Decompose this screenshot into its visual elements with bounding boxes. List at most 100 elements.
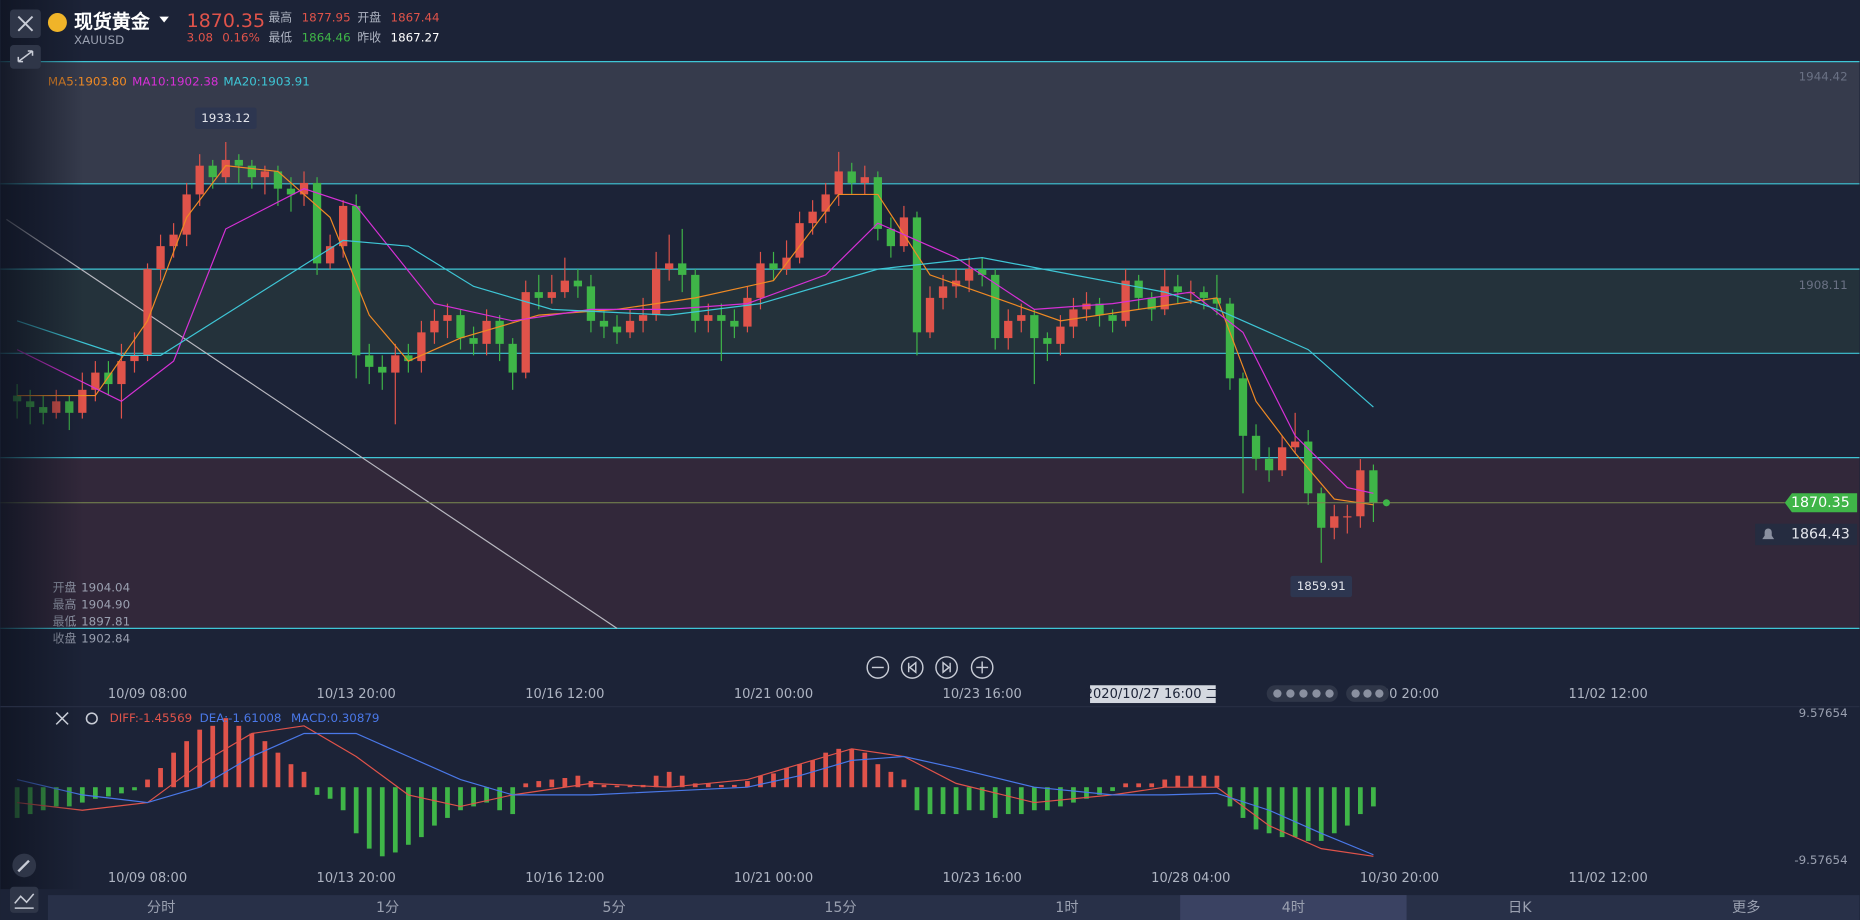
left-fade [0, 0, 84, 890]
candle-body [743, 297, 752, 327]
macd-bar [106, 787, 111, 797]
ma-legend: MA20:1903.91 [223, 74, 309, 88]
candle-body [912, 217, 922, 333]
macd-bar [901, 779, 907, 788]
bell-icon [1762, 528, 1775, 540]
x-tick-label: 10/23 16:00 [943, 687, 1022, 702]
trend-line-drawing [6, 218, 618, 629]
candle-body [208, 165, 217, 178]
candle-body [221, 159, 230, 178]
candle-body [586, 286, 596, 321]
macd-bar [158, 768, 163, 788]
tab[interactable]: 15分 [824, 899, 856, 916]
info-value: 1904.90 [81, 597, 130, 611]
macd-bar [1305, 787, 1311, 841]
macd-bar [197, 729, 203, 788]
macd-bar [679, 775, 685, 788]
candle-body [1291, 441, 1300, 448]
macd-bar [484, 787, 489, 803]
candle-body [808, 211, 817, 224]
stat-label: 开盘 [357, 10, 381, 24]
macd-bar [1175, 775, 1181, 788]
zoom-in[interactable] [970, 656, 994, 679]
candle-body [1238, 378, 1248, 436]
info-value: 1902.84 [81, 631, 130, 645]
candle-body [534, 292, 543, 298]
x-tick-label: 10/16 12:00 [525, 687, 604, 702]
candle-body [1134, 280, 1143, 298]
dropdown-arrow[interactable] [159, 16, 169, 23]
step-forward[interactable] [935, 656, 958, 679]
macd-close[interactable] [55, 711, 69, 725]
extreme-box [194, 107, 257, 129]
macd-bar [1005, 787, 1011, 815]
candle-body [365, 355, 374, 367]
macd-bar [1357, 787, 1363, 815]
tab-selected [1180, 895, 1407, 920]
macd-bar [914, 787, 920, 811]
candle-body [1173, 286, 1182, 293]
x-tick-label: 10/09 08:00 [108, 687, 187, 702]
macd-bar [771, 773, 776, 788]
candle-body [1317, 493, 1326, 528]
candle-body [860, 177, 869, 183]
step-back[interactable] [900, 656, 924, 679]
info-value: 1904.04 [81, 581, 130, 595]
tab[interactable]: 更多 [1732, 899, 1760, 916]
macd-bar [888, 771, 894, 788]
macd-bar [1071, 787, 1076, 803]
macd-bar [1279, 787, 1285, 838]
last-price-label: 1870.35 [1791, 495, 1850, 511]
macd-line [16, 732, 1374, 856]
macd-settings[interactable] [85, 712, 98, 725]
instrument-name[interactable]: 现货黄金 [74, 10, 151, 33]
candle-body [599, 320, 609, 327]
candle-body [273, 171, 283, 189]
macd-bar [445, 787, 450, 818]
extreme-label: 1859.91 [1297, 579, 1346, 593]
candle-body [325, 246, 335, 264]
macd-bar [784, 768, 789, 788]
macd-bar [405, 787, 411, 845]
candle-body [1225, 303, 1235, 379]
macd-bar [301, 771, 307, 788]
tab[interactable]: 4时 [1282, 899, 1305, 916]
candle-body [769, 263, 778, 270]
candle-body [1356, 470, 1365, 517]
macd-bar [432, 787, 437, 826]
macd-bar [745, 781, 750, 788]
y-tick-label: 1944.42 [1799, 70, 1848, 84]
macd-bar [1149, 783, 1155, 788]
macd-bar [1162, 779, 1168, 788]
symbol: XAUUSD [74, 33, 124, 47]
pencil-icon [17, 859, 30, 873]
candle-body [1004, 320, 1013, 339]
zoom-out[interactable] [866, 656, 890, 679]
macd-bar [823, 752, 829, 788]
macd-bar [875, 764, 881, 788]
candle-body [1251, 435, 1261, 459]
macd-bar [262, 741, 268, 788]
macd-bar [1058, 787, 1063, 807]
candle-body [756, 263, 765, 298]
candle-body [547, 292, 556, 298]
macd-bar [92, 787, 98, 799]
tab[interactable]: 分时 [147, 899, 175, 916]
alert-box[interactable] [1755, 523, 1858, 546]
tab[interactable]: 5分 [602, 899, 625, 916]
macd-bar [1123, 783, 1128, 788]
tab[interactable]: 1时 [1055, 899, 1078, 916]
tab[interactable]: 1分 [376, 899, 399, 916]
macd-bar [1292, 787, 1298, 838]
macd-bar [223, 718, 229, 788]
tab[interactable]: 日K [1508, 900, 1532, 916]
candle-body [260, 171, 270, 178]
candle-body [182, 194, 191, 235]
stat-value: 1867.44 [391, 10, 440, 24]
macd-bar [705, 783, 711, 788]
x-tick-label: 10/09 08:00 [108, 871, 187, 886]
candle-body [1017, 315, 1026, 321]
candle-body [1069, 309, 1078, 327]
macd-bar [927, 787, 933, 815]
macd-bar [419, 787, 424, 838]
